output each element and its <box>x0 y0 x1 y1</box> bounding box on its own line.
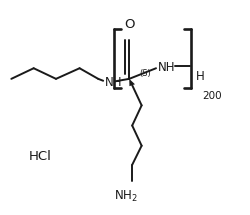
Text: H: H <box>195 70 203 83</box>
Text: (S): (S) <box>138 69 150 78</box>
Text: 200: 200 <box>201 91 221 101</box>
Text: HCl: HCl <box>28 150 51 163</box>
Text: NH: NH <box>157 61 174 74</box>
Polygon shape <box>129 79 134 86</box>
Text: NH$_2$: NH$_2$ <box>113 189 137 204</box>
Text: NH: NH <box>104 76 122 89</box>
Text: O: O <box>124 18 134 31</box>
